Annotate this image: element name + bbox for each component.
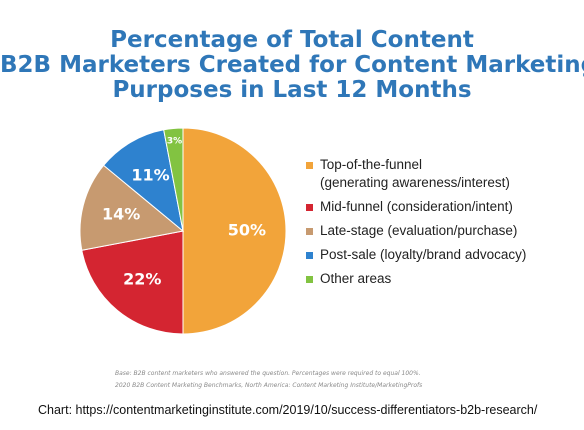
legend-label: Mid-funnel (consideration/intent): [320, 199, 513, 214]
chart-title: Percentage of Total Content B2B Marketer…: [0, 28, 584, 103]
pie-slice: [182, 127, 287, 335]
legend-item-mid-funnel: Mid-funnel (consideration/intent): [304, 198, 526, 216]
legend-swatch: [306, 162, 313, 169]
footnote-line-1: Base: B2B content marketers who answered…: [115, 370, 421, 377]
title-line-3: Purposes in Last 12 Months: [112, 77, 472, 103]
source-caption: Chart: https://contentmarketinginstitute…: [38, 403, 538, 417]
slice-value-label: 22%: [123, 270, 161, 289]
legend-swatch: [306, 252, 313, 259]
pie-slice: [81, 230, 184, 335]
legend-item-late-stage: Late-stage (evaluation/purchase): [304, 222, 526, 240]
title-line-2: B2B Marketers Created for Content Market…: [0, 52, 584, 78]
legend-item-post-sale: Post-sale (loyalty/brand advocacy): [304, 246, 526, 264]
title-line-1: Percentage of Total Content: [110, 27, 474, 53]
legend-label: Late-stage (evaluation/purchase): [320, 223, 518, 238]
slice-value-label: 3%: [167, 136, 182, 146]
legend-item-top-of-funnel: Top-of-the-funnel (generating awareness/…: [304, 156, 526, 192]
legend: Top-of-the-funnel (generating awareness/…: [304, 156, 526, 288]
pie-slice: [163, 127, 184, 232]
footnote-line-2: 2020 B2B Content Marketing Benchmarks, N…: [115, 382, 423, 389]
slice-value-label: 14%: [102, 205, 140, 224]
legend-label: Top-of-the-funnel (generating awareness/…: [320, 157, 510, 190]
legend-item-other-areas: Other areas: [304, 270, 526, 288]
slice-value-label: 11%: [131, 166, 169, 185]
footnote: Base: B2B content marketers who answered…: [115, 368, 555, 392]
pie-slice: [102, 129, 184, 233]
legend-label: Post-sale (loyalty/brand advocacy): [320, 247, 527, 262]
legend-swatch: [306, 276, 313, 283]
legend-swatch: [306, 204, 313, 211]
legend-swatch: [306, 228, 313, 235]
pie-slice: [79, 164, 185, 251]
slice-value-label: 50%: [228, 221, 266, 240]
legend-label: Other areas: [320, 271, 392, 286]
